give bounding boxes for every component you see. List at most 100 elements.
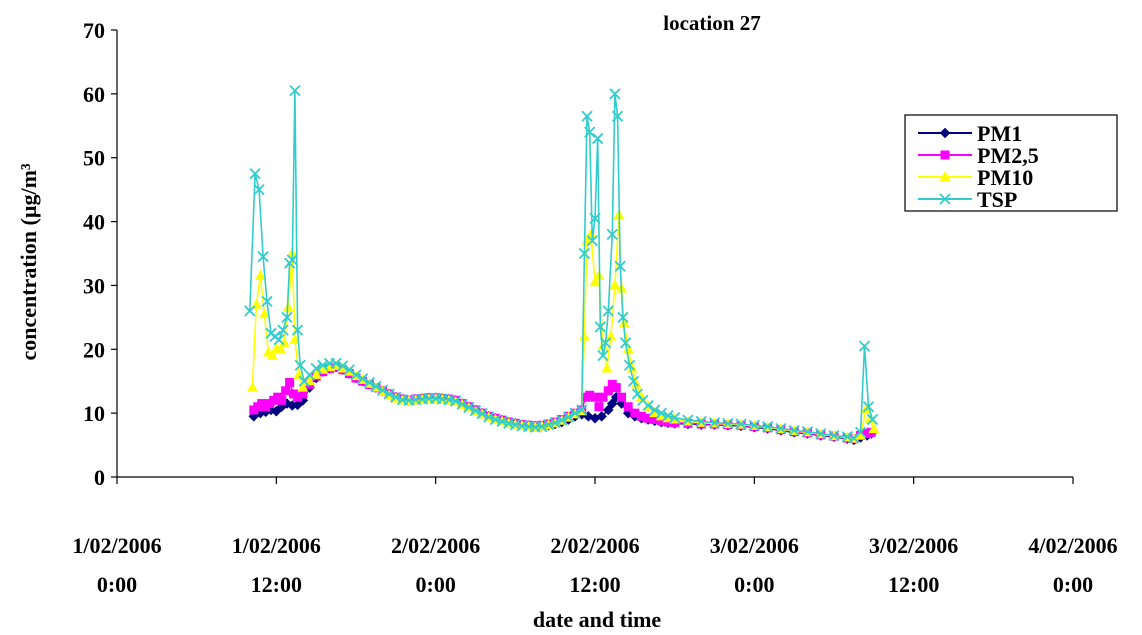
data-point (609, 88, 621, 100)
data-point (337, 362, 349, 373)
x-tick-label-date: 1/02/2006 (72, 533, 161, 558)
data-point (649, 404, 661, 416)
data-point (463, 401, 475, 414)
y-axis-label: concentration (µg/m³ (16, 163, 41, 360)
data-point (266, 349, 278, 360)
y-tick-label: 0 (94, 465, 105, 490)
data-point (619, 337, 632, 349)
data-point (627, 375, 640, 387)
legend-marker (939, 171, 951, 181)
data-point (483, 411, 495, 423)
data-point (536, 420, 548, 433)
data-point (310, 362, 322, 375)
data-point (556, 414, 568, 426)
series-line (249, 90, 874, 439)
data-point (662, 410, 674, 422)
legend-label: TSP (977, 187, 1017, 212)
data-point (622, 343, 634, 354)
data-point (549, 417, 561, 429)
data-point (294, 359, 306, 371)
data-point (291, 324, 304, 336)
data-point (592, 132, 604, 145)
data-point (868, 423, 880, 434)
data-point (569, 407, 581, 419)
y-tick-label: 50 (83, 146, 105, 171)
data-point (605, 330, 617, 341)
x-tick-label-date: 1/02/2006 (232, 533, 321, 558)
legend-marker (940, 150, 950, 160)
data-point (617, 311, 629, 323)
data-point (603, 386, 613, 396)
data-point (249, 168, 261, 180)
x-tick-label-date: 4/02/2006 (1028, 533, 1117, 558)
data-point (449, 395, 462, 407)
data-point (862, 401, 875, 413)
data-point (599, 337, 612, 349)
data-point (643, 413, 653, 423)
data-point (589, 212, 601, 225)
data-point (273, 334, 285, 346)
data-point (277, 324, 289, 336)
data-point (584, 126, 596, 138)
data-point (866, 413, 879, 426)
data-point (788, 424, 800, 437)
legend-label: PM1 (977, 121, 1022, 146)
data-point (585, 228, 597, 239)
data-point (669, 411, 681, 424)
data-point (854, 426, 867, 438)
data-point (244, 305, 256, 317)
data-point (274, 343, 286, 354)
data-point (722, 417, 734, 429)
x-tick-label-time: 0:00 (734, 572, 774, 597)
y-tick-label: 40 (83, 210, 105, 235)
data-point (456, 398, 468, 410)
data-point (775, 422, 787, 435)
data-point (630, 408, 640, 418)
data-point (589, 276, 601, 287)
data-point (343, 364, 355, 376)
data-point (650, 415, 660, 425)
data-point (578, 247, 591, 260)
y-tick-label: 30 (83, 273, 105, 298)
data-point (285, 377, 295, 387)
data-point (496, 415, 508, 428)
data-point (542, 419, 555, 431)
data-point (597, 350, 609, 362)
data-point (590, 392, 600, 402)
data-point (289, 85, 301, 97)
x-tick-label-time: 12:00 (251, 572, 302, 597)
legend-marker (939, 193, 951, 205)
data-point (636, 411, 646, 421)
data-point (596, 410, 607, 422)
data-point (293, 368, 305, 379)
data-point (623, 359, 636, 371)
data-point (286, 254, 298, 266)
data-point (376, 384, 389, 396)
data-point (606, 398, 618, 409)
y-tick-label: 70 (83, 18, 105, 43)
data-point (277, 395, 287, 405)
data-point (855, 429, 867, 440)
data-point (611, 110, 624, 122)
data-point (735, 418, 747, 430)
series-layer (244, 85, 880, 446)
data-point (586, 235, 598, 247)
x-tick-label-time: 12:00 (888, 572, 939, 597)
data-point (858, 340, 871, 352)
data-point (257, 251, 269, 263)
legend-label: PM2,5 (977, 143, 1039, 168)
x-tick-label-time: 0:00 (97, 572, 137, 597)
data-point (682, 414, 694, 426)
data-point (297, 381, 309, 392)
x-tick-label-date: 3/02/2006 (710, 533, 799, 558)
data-point (801, 426, 814, 438)
data-point (281, 386, 291, 396)
data-point (655, 407, 668, 419)
data-point (655, 410, 667, 421)
x-tick-label-date: 2/02/2006 (550, 533, 639, 558)
data-point (310, 368, 322, 379)
data-point (254, 269, 266, 280)
data-point (469, 404, 482, 417)
